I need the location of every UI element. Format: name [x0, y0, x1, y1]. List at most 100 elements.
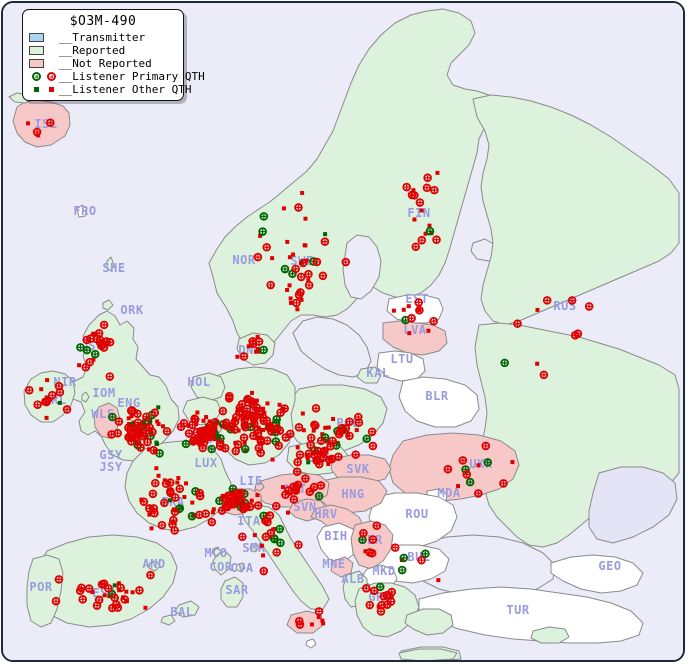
listener-primary-qth-marker[interactable]	[162, 426, 172, 436]
listener-other-qth-marker[interactable]	[252, 533, 257, 538]
listener-other-qth-marker[interactable]	[320, 618, 325, 623]
listener-primary-qth-marker[interactable]	[425, 226, 435, 236]
listener-primary-qth-marker[interactable]	[195, 437, 205, 447]
listener-other-qth-marker[interactable]	[281, 485, 286, 490]
listener-primary-qth-marker[interactable]	[417, 235, 427, 245]
listener-other-qth-marker[interactable]	[277, 402, 282, 407]
listener-primary-qth-marker[interactable]	[120, 595, 129, 604]
listener-other-qth-marker[interactable]	[429, 231, 434, 236]
listener-other-qth-marker[interactable]	[44, 415, 49, 420]
listener-primary-qth-marker[interactable]	[289, 495, 299, 504]
listener-primary-qth-marker[interactable]	[298, 258, 308, 268]
listener-other-qth-marker[interactable]	[255, 334, 260, 339]
listener-primary-qth-marker[interactable]	[241, 502, 251, 512]
listener-primary-qth-marker[interactable]	[318, 271, 328, 281]
listener-other-qth-marker[interactable]	[309, 622, 314, 627]
listener-other-qth-marker[interactable]	[412, 217, 417, 222]
listener-primary-qth-marker[interactable]	[131, 433, 140, 442]
listener-primary-qth-marker[interactable]	[259, 566, 269, 576]
listener-other-qth-marker[interactable]	[124, 589, 129, 594]
listener-primary-qth-marker[interactable]	[407, 313, 416, 323]
listener-primary-qth-marker[interactable]	[270, 534, 279, 544]
listener-other-qth-marker[interactable]	[254, 349, 259, 354]
listener-other-qth-marker[interactable]	[354, 428, 359, 433]
listener-other-qth-marker[interactable]	[212, 437, 217, 442]
listener-primary-qth-marker[interactable]	[225, 391, 234, 401]
listener-primary-qth-marker[interactable]	[584, 302, 594, 311]
listener-other-qth-marker[interactable]	[112, 583, 117, 588]
listener-other-qth-marker[interactable]	[401, 307, 406, 312]
listener-primary-qth-marker[interactable]	[192, 427, 202, 437]
listener-primary-qth-marker[interactable]	[275, 426, 285, 435]
listener-primary-qth-marker[interactable]	[236, 494, 246, 504]
listener-primary-qth-marker[interactable]	[135, 422, 144, 432]
listener-other-qth-marker[interactable]	[77, 363, 82, 368]
listener-other-qth-marker[interactable]	[201, 418, 206, 423]
listener-primary-qth-marker[interactable]	[483, 458, 493, 467]
listener-primary-qth-marker[interactable]	[312, 257, 322, 267]
listener-primary-qth-marker[interactable]	[255, 407, 264, 416]
listener-primary-qth-marker[interactable]	[301, 474, 310, 483]
listener-primary-qth-marker[interactable]	[262, 436, 272, 445]
listener-primary-qth-marker[interactable]	[443, 464, 453, 474]
listener-other-qth-marker[interactable]	[160, 424, 165, 429]
listener-primary-qth-marker[interactable]	[462, 470, 472, 479]
listener-primary-qth-marker[interactable]	[310, 420, 319, 430]
listener-primary-qth-marker[interactable]	[181, 439, 191, 449]
listener-other-qth-marker[interactable]	[255, 493, 260, 498]
listener-primary-qth-marker[interactable]	[314, 607, 324, 616]
listener-primary-qth-marker[interactable]	[281, 490, 290, 500]
listener-primary-qth-marker[interactable]	[281, 433, 291, 442]
listener-primary-qth-marker[interactable]	[47, 390, 57, 400]
listener-primary-qth-marker[interactable]	[169, 515, 178, 525]
listener-other-qth-marker[interactable]	[154, 466, 159, 471]
listener-primary-qth-marker[interactable]	[166, 486, 175, 496]
listener-other-qth-marker[interactable]	[301, 428, 306, 433]
listener-primary-qth-marker[interactable]	[328, 436, 337, 446]
listener-primary-qth-marker[interactable]	[320, 237, 330, 246]
listener-primary-qth-marker[interactable]	[341, 257, 351, 267]
listener-primary-qth-marker[interactable]	[114, 417, 124, 426]
listener-other-qth-marker[interactable]	[149, 526, 154, 531]
listener-primary-qth-marker[interactable]	[481, 441, 491, 451]
listener-other-qth-marker[interactable]	[175, 480, 180, 485]
listener-primary-qth-marker[interactable]	[259, 345, 268, 355]
listener-primary-qth-marker[interactable]	[105, 372, 115, 381]
listener-primary-qth-marker[interactable]	[81, 362, 91, 372]
listener-primary-qth-marker[interactable]	[306, 433, 316, 443]
listener-primary-qth-marker[interactable]	[365, 548, 375, 557]
listener-primary-qth-marker[interactable]	[171, 493, 180, 502]
listener-primary-qth-marker[interactable]	[367, 427, 377, 437]
listener-other-qth-marker[interactable]	[303, 216, 308, 221]
listener-primary-qth-marker[interactable]	[513, 319, 522, 328]
listener-other-qth-marker[interactable]	[288, 296, 293, 301]
listener-primary-qth-marker[interactable]	[292, 467, 302, 477]
listener-primary-qth-marker[interactable]	[187, 511, 197, 521]
listener-primary-qth-marker[interactable]	[313, 446, 323, 456]
listener-primary-qth-marker[interactable]	[415, 305, 424, 315]
listener-other-qth-marker[interactable]	[299, 297, 304, 302]
listener-other-qth-marker[interactable]	[155, 441, 160, 446]
listener-primary-qth-marker[interactable]	[399, 553, 409, 563]
listener-primary-qth-marker[interactable]	[292, 298, 301, 308]
listener-primary-qth-marker[interactable]	[314, 491, 324, 501]
listener-other-qth-marker[interactable]	[254, 398, 259, 403]
listener-primary-qth-marker[interactable]	[25, 385, 34, 395]
listener-other-qth-marker[interactable]	[261, 427, 266, 432]
listener-primary-qth-marker[interactable]	[195, 488, 204, 498]
listener-other-qth-marker[interactable]	[285, 510, 290, 515]
listener-other-qth-marker[interactable]	[436, 578, 441, 583]
listener-primary-qth-marker[interactable]	[291, 264, 301, 274]
listener-other-qth-marker[interactable]	[130, 590, 135, 595]
listener-other-qth-marker[interactable]	[270, 457, 275, 462]
listener-other-qth-marker[interactable]	[232, 421, 237, 426]
listener-primary-qth-marker[interactable]	[55, 387, 65, 397]
listener-primary-qth-marker[interactable]	[46, 118, 55, 128]
listener-other-qth-marker[interactable]	[45, 378, 50, 383]
listener-primary-qth-marker[interactable]	[207, 444, 216, 454]
listener-other-qth-marker[interactable]	[249, 498, 254, 503]
listener-other-qth-marker[interactable]	[39, 387, 44, 392]
listener-primary-qth-marker[interactable]	[32, 127, 42, 137]
listener-other-qth-marker[interactable]	[190, 500, 195, 505]
listener-primary-qth-marker[interactable]	[237, 399, 247, 409]
